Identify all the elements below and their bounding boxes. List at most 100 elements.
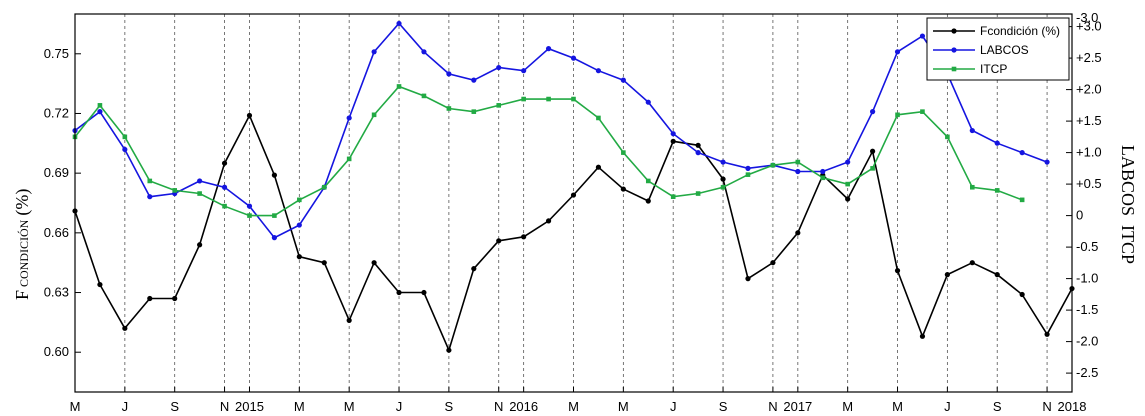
left-axis-label: F CONDICIÓN (%)	[12, 189, 33, 300]
right-y-tick-label: +3.0	[1076, 19, 1102, 34]
data-point-itcp	[920, 109, 925, 114]
legend-label: LABCOS	[980, 43, 1029, 57]
vertical-grid	[124, 14, 1048, 392]
data-point-labcos	[371, 49, 377, 55]
data-point-fcondici-n	[720, 176, 726, 182]
legend: Fcondición (%) LABCOS ITCP	[926, 17, 1070, 81]
data-point-fcondici-n	[421, 289, 427, 296]
data-point-itcp	[895, 112, 900, 118]
data-point-itcp	[994, 188, 1000, 193]
x-tick-label: N	[220, 399, 229, 414]
x-tick-label: N	[1042, 399, 1051, 414]
right-axis-label: LABCOS ITCP	[1118, 145, 1138, 264]
data-point-fcondici-n	[919, 333, 926, 339]
right-y-tick-label: 0	[1076, 208, 1083, 223]
x-tick-label: S	[170, 399, 179, 414]
data-point-labcos	[545, 46, 552, 52]
data-point-labcos	[271, 235, 277, 241]
data-point-itcp	[371, 112, 377, 118]
data-point-itcp	[147, 178, 153, 184]
data-point-labcos	[1044, 159, 1050, 165]
data-point-fcondici-n	[670, 138, 676, 144]
data-point-fcondici-n	[246, 112, 253, 119]
left-axis-label-main: F	[12, 290, 32, 300]
data-point-fcondici-n	[271, 172, 277, 178]
data-point-fcondici-n	[695, 142, 701, 148]
data-point-labcos	[720, 159, 726, 165]
data-point-fcondici-n	[471, 266, 477, 272]
right-y-tick-label: -1.0	[1076, 271, 1098, 286]
data-point-itcp	[346, 156, 352, 162]
left-y-tick-label: 0.60	[44, 344, 69, 359]
data-point-fcondici-n	[570, 192, 577, 198]
data-point-labcos	[670, 131, 676, 137]
x-tick-label: M	[892, 399, 903, 414]
left-y-tick-label: 0.66	[44, 225, 69, 240]
right-y-tick-label: +2.5	[1076, 50, 1102, 65]
data-point-fcondici-n	[545, 218, 552, 224]
data-point-itcp	[645, 178, 651, 184]
data-point-labcos	[446, 71, 452, 77]
legend-marker	[951, 66, 957, 72]
data-point-itcp	[745, 172, 751, 177]
data-point-fcondici-n	[845, 196, 851, 202]
x-tick-label: N	[768, 399, 777, 414]
data-point-fcondici-n	[221, 160, 228, 166]
left-y-tick-label: 0.69	[44, 165, 69, 180]
data-point-fcondici-n	[894, 268, 901, 274]
data-point-itcp	[1019, 197, 1025, 203]
data-point-labcos	[1019, 150, 1025, 156]
right-y-tick-label: +1.0	[1076, 145, 1102, 160]
data-point-itcp	[795, 159, 801, 165]
x-tick-label: M	[344, 399, 355, 414]
data-point-itcp	[770, 162, 776, 168]
series-lines	[72, 20, 1075, 353]
data-point-labcos	[969, 127, 975, 134]
right-y-tick-label: -2.5	[1076, 365, 1098, 380]
data-point-labcos	[471, 77, 477, 83]
data-point-itcp	[272, 213, 277, 218]
data-point-labcos	[820, 168, 826, 175]
data-point-itcp	[97, 103, 103, 108]
data-point-labcos	[396, 20, 402, 27]
data-point-itcp	[546, 96, 551, 102]
x-tick-label: M	[568, 399, 579, 414]
data-point-itcp	[222, 203, 227, 209]
data-point-labcos	[421, 49, 427, 55]
data-point-labcos	[745, 165, 751, 171]
data-point-itcp	[396, 84, 402, 89]
left-y-ticks: 0.60 0.63 0.66 0.69 0.72 0.75	[44, 46, 81, 359]
data-point-fcondici-n	[969, 260, 975, 266]
data-point-fcondici-n	[620, 186, 626, 192]
left-y-tick-label: 0.72	[44, 105, 69, 120]
x-tick-label: 2015	[235, 399, 264, 414]
series-line-itcp	[74, 85, 1023, 217]
right-y-tick-label: -0.5	[1076, 239, 1098, 254]
data-point-itcp	[172, 188, 177, 193]
data-point-itcp	[970, 184, 975, 190]
data-point-labcos	[97, 109, 103, 115]
data-point-fcondici-n	[944, 272, 950, 278]
data-point-labcos	[994, 140, 1000, 146]
data-point-fcondici-n	[521, 234, 527, 240]
right-y-tick-label: -2.0	[1076, 334, 1098, 349]
right-y-tick-label: +0.5	[1076, 176, 1102, 191]
data-point-itcp	[496, 103, 502, 108]
legend-marker	[951, 28, 957, 34]
data-point-labcos	[122, 146, 128, 153]
left-axis-label-unit: (%)	[12, 189, 33, 216]
x-tick-label: 2017	[783, 399, 812, 414]
data-point-labcos	[595, 68, 602, 74]
x-tick-label: J	[944, 399, 951, 414]
data-point-labcos	[845, 159, 851, 165]
x-tick-label: N	[494, 399, 503, 414]
data-point-itcp	[621, 150, 626, 155]
data-point-fcondici-n	[122, 325, 128, 331]
data-point-itcp	[820, 175, 826, 181]
data-point-fcondici-n	[1019, 291, 1025, 298]
data-point-itcp	[297, 197, 302, 203]
data-point-fcondici-n	[745, 276, 751, 282]
x-tick-label: J	[396, 399, 403, 414]
data-point-fcondici-n	[496, 238, 502, 244]
data-point-itcp	[446, 106, 452, 111]
